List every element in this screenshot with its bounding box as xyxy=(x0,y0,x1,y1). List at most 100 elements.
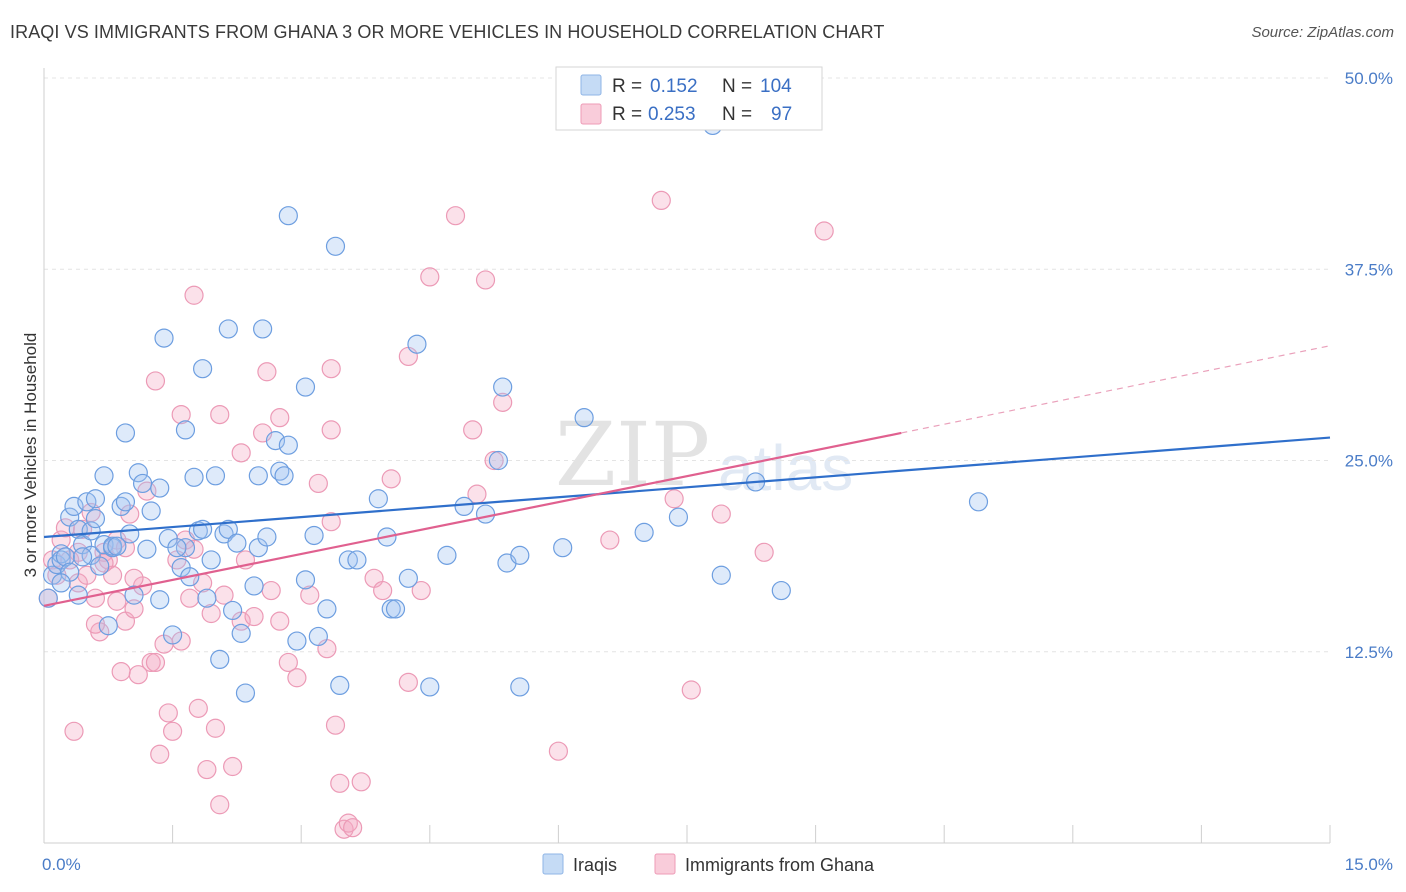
ghana-point-80 xyxy=(814,221,834,241)
ghana-point-59 xyxy=(343,818,363,838)
legend-swatch-ghana xyxy=(580,103,602,125)
ghana-point-90 xyxy=(231,443,251,463)
bottom-legend-label-iraqis: Iraqis xyxy=(573,855,617,875)
ghana-point-25 xyxy=(145,652,166,673)
iraqis-point-88 xyxy=(72,547,93,567)
iraqis-point-93 xyxy=(167,538,187,558)
iraqis-point-20 xyxy=(128,463,148,483)
legend-n-label-ghana: N = xyxy=(722,104,752,125)
series-legend: Iraqis Immigrants from Ghana xyxy=(542,853,875,875)
iraqis-point-76 xyxy=(278,206,298,226)
ghana-point-86 xyxy=(210,405,230,425)
iraqis-point-86 xyxy=(248,466,268,486)
ghana-point-67 xyxy=(445,206,466,226)
iraqis-point-74 xyxy=(771,580,791,601)
iraqis-point-16 xyxy=(102,536,123,556)
iraqis-point-57 xyxy=(398,568,418,588)
iraqis-point-49 xyxy=(317,599,337,619)
watermark: ZIP atlas xyxy=(555,403,853,506)
ghana-point-73 xyxy=(548,741,569,761)
ghana-point-24 xyxy=(141,652,161,673)
ghana-point-6 xyxy=(64,721,84,741)
ghana-point-56 xyxy=(330,773,350,793)
bottom-legend-swatch-ghana xyxy=(654,853,676,875)
iraqis-point-103 xyxy=(197,588,217,608)
y-tick-label-2: 37.5% xyxy=(1345,260,1393,279)
iraqis-point-79 xyxy=(218,319,238,339)
y-axis-label: 3 or more Vehicles in Household xyxy=(21,333,40,578)
iraqis-point-91 xyxy=(124,585,144,605)
iraqis-point-34 xyxy=(210,649,230,670)
iraqis-point-37 xyxy=(223,600,243,621)
iraqis-point-95 xyxy=(107,536,127,556)
iraqis-point-77 xyxy=(325,236,346,256)
iraqis-point-52 xyxy=(347,550,367,570)
stats-legend: R = 0.152 N = 104 R = 0.253 N = 97 xyxy=(555,66,823,131)
ghana-point-52 xyxy=(308,473,328,494)
ghana-point-83 xyxy=(257,362,277,382)
ghana-point-77 xyxy=(681,680,701,700)
iraqis-point-100 xyxy=(287,631,307,651)
legend-n-label-iraqis: N = xyxy=(722,76,752,97)
iraqis-point-42 xyxy=(265,431,286,451)
iraqis-point-21 xyxy=(132,473,153,494)
iraqis-point-98 xyxy=(227,533,247,553)
ghana-point-89 xyxy=(171,405,191,425)
watermark-zip: ZIP xyxy=(555,403,710,506)
ghana-trend-line xyxy=(43,431,902,607)
ghana-point-54 xyxy=(321,512,341,532)
ghana-point-87 xyxy=(270,408,290,428)
iraqis-point-80 xyxy=(253,319,273,339)
ghana-point-93 xyxy=(124,568,144,588)
y-tick-label-0: 12.5% xyxy=(1345,643,1393,662)
ghana-point-38 xyxy=(201,603,221,624)
ghana-point-72 xyxy=(493,392,513,412)
ghana-point-48 xyxy=(270,611,290,631)
iraqis-point-24 xyxy=(150,478,170,498)
ghana-point-76 xyxy=(664,489,684,509)
iraqis-point-82 xyxy=(193,359,213,379)
ghana-point-74 xyxy=(600,530,620,550)
iraqis-point-39 xyxy=(235,683,256,703)
iraqis-point-65 xyxy=(510,677,530,697)
iraqis-point-18 xyxy=(115,492,136,512)
legend-r-value-iraqis: 0.152 xyxy=(650,76,698,97)
ghana-point-11 xyxy=(85,588,106,608)
legend-r-label-iraqis: R = xyxy=(612,76,642,97)
source-label: Source: ZipAtlas.com xyxy=(1251,24,1394,41)
ghana-point-84 xyxy=(321,359,341,379)
ghana-point-16 xyxy=(107,591,127,611)
iraqis-point-71 xyxy=(668,507,689,527)
ghana-point-40 xyxy=(210,795,230,815)
iraqis-point-58 xyxy=(420,677,440,697)
iraqis-point-29 xyxy=(184,467,204,487)
legend-r-value-ghana: 0.253 xyxy=(648,104,696,125)
x-tick-labels: 0.0% 15.0% xyxy=(42,855,1393,874)
gridlines xyxy=(44,77,1330,653)
ghana-point-51 xyxy=(300,585,320,605)
iraqis-point-60 xyxy=(454,496,474,516)
ghana-point-50 xyxy=(287,668,307,688)
iraqis-point-47 xyxy=(304,525,324,546)
ghana-point-75 xyxy=(651,190,671,210)
iraqis-point-22 xyxy=(137,539,157,559)
iraqis-point-36 xyxy=(218,519,238,539)
legend-n-value-ghana: 97 xyxy=(771,104,792,125)
x-tick-label-0: 0.0% xyxy=(42,855,81,874)
iraqis-trend-line xyxy=(43,436,1331,539)
legend-r-label-ghana: R = xyxy=(612,104,642,125)
ghana-point-49 xyxy=(278,652,298,673)
iraqis-point-62 xyxy=(488,450,508,471)
x-tick-label-1: 15.0% xyxy=(1345,855,1393,874)
ghana-point-60 xyxy=(351,772,371,792)
ghana-points xyxy=(38,190,834,839)
iraqis-point-90 xyxy=(81,521,101,541)
iraqis-point-81 xyxy=(407,334,427,354)
iraqis-point-66 xyxy=(510,545,530,565)
iraqis-point-84 xyxy=(115,423,136,443)
ghana-point-71 xyxy=(484,450,504,471)
ghana-point-70 xyxy=(475,270,496,290)
axes xyxy=(43,68,1331,844)
ghana-point-85 xyxy=(145,371,166,391)
